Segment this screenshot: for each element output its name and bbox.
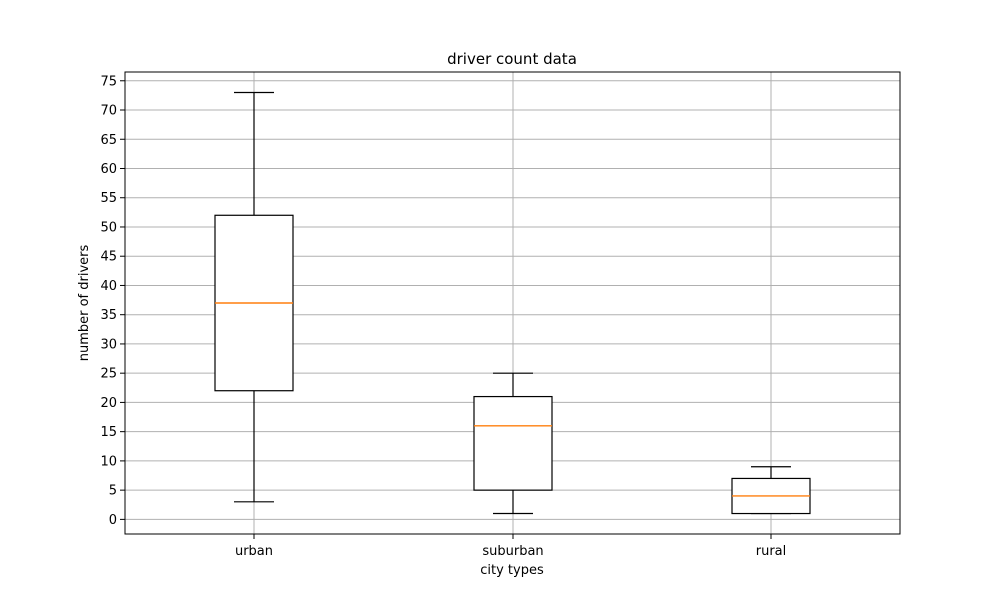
y-tick-label: 60 xyxy=(100,162,117,177)
y-tick-label: 35 xyxy=(100,308,117,323)
x-axis-title: city types xyxy=(480,563,544,578)
y-tick-label: 50 xyxy=(100,220,117,235)
y-tick-label: 0 xyxy=(109,513,117,528)
y-tick-label: 75 xyxy=(100,74,117,89)
x-tick-label-suburban: suburban xyxy=(482,544,543,559)
boxes-layer xyxy=(214,91,811,515)
y-tick-label: 20 xyxy=(100,396,117,411)
y-axis-title: number of drivers xyxy=(77,245,92,362)
x-tick-label-rural: rural xyxy=(756,544,787,559)
y-tick-label: 25 xyxy=(100,367,117,382)
ticks-layer: 0 5 10 15 20 25 30 35 40 45 50 55 60 65 70 75 urban subur… xyxy=(100,74,786,559)
box-suburban xyxy=(473,372,553,515)
y-tick-label: 65 xyxy=(100,133,117,148)
y-tick-label: 70 xyxy=(100,104,117,119)
box-iqr xyxy=(473,395,553,491)
y-tick-label: 5 xyxy=(109,484,117,499)
y-tick-label: 40 xyxy=(100,279,117,294)
y-tick-label: 45 xyxy=(100,250,117,265)
y-tick-label: 55 xyxy=(100,191,117,206)
chart-title: driver count data xyxy=(447,50,577,68)
box-rural xyxy=(731,466,811,515)
y-tick-label: 30 xyxy=(100,337,117,352)
y-tick-label: 10 xyxy=(100,454,117,469)
box-urban xyxy=(214,91,294,503)
y-tick-label: 15 xyxy=(100,425,117,440)
x-tick-label-urban: urban xyxy=(235,544,273,559)
